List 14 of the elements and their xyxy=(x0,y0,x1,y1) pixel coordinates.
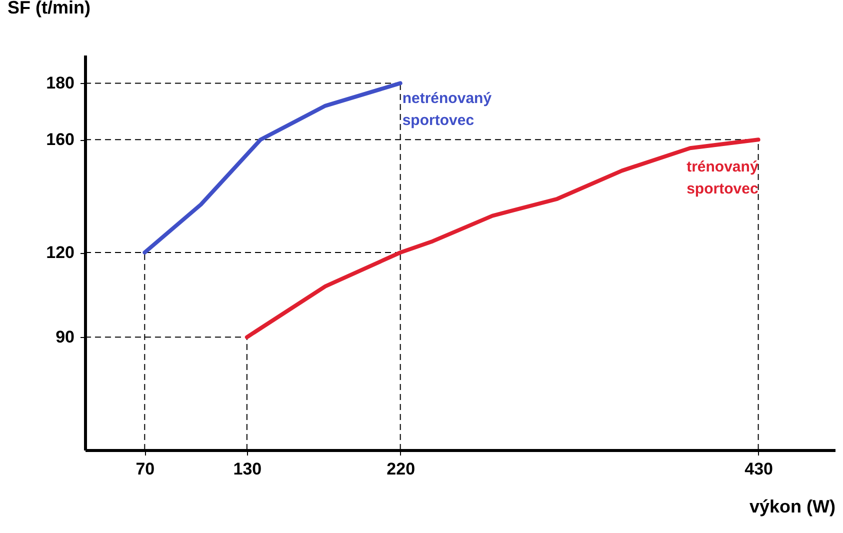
series-label: netrénovaný sportovec xyxy=(402,90,492,130)
y-tick-label: 120 xyxy=(46,243,74,262)
x-tick-label: 130 xyxy=(233,460,262,478)
y-tick-label: 90 xyxy=(56,328,74,347)
x-tick-label: 70 xyxy=(136,460,155,478)
y-tick-label: 160 xyxy=(46,130,74,150)
line-series xyxy=(142,81,402,254)
line-series xyxy=(244,138,760,340)
y-axis-title: SF (t/min) xyxy=(8,0,90,18)
y-tick-label: 180 xyxy=(46,74,74,93)
x-tick-label: 220 xyxy=(386,460,416,478)
series-label: trénovaný sportovec xyxy=(686,158,759,198)
x-tick-label: 430 xyxy=(744,460,773,478)
x-axis-title: výkon (W) xyxy=(749,496,836,516)
